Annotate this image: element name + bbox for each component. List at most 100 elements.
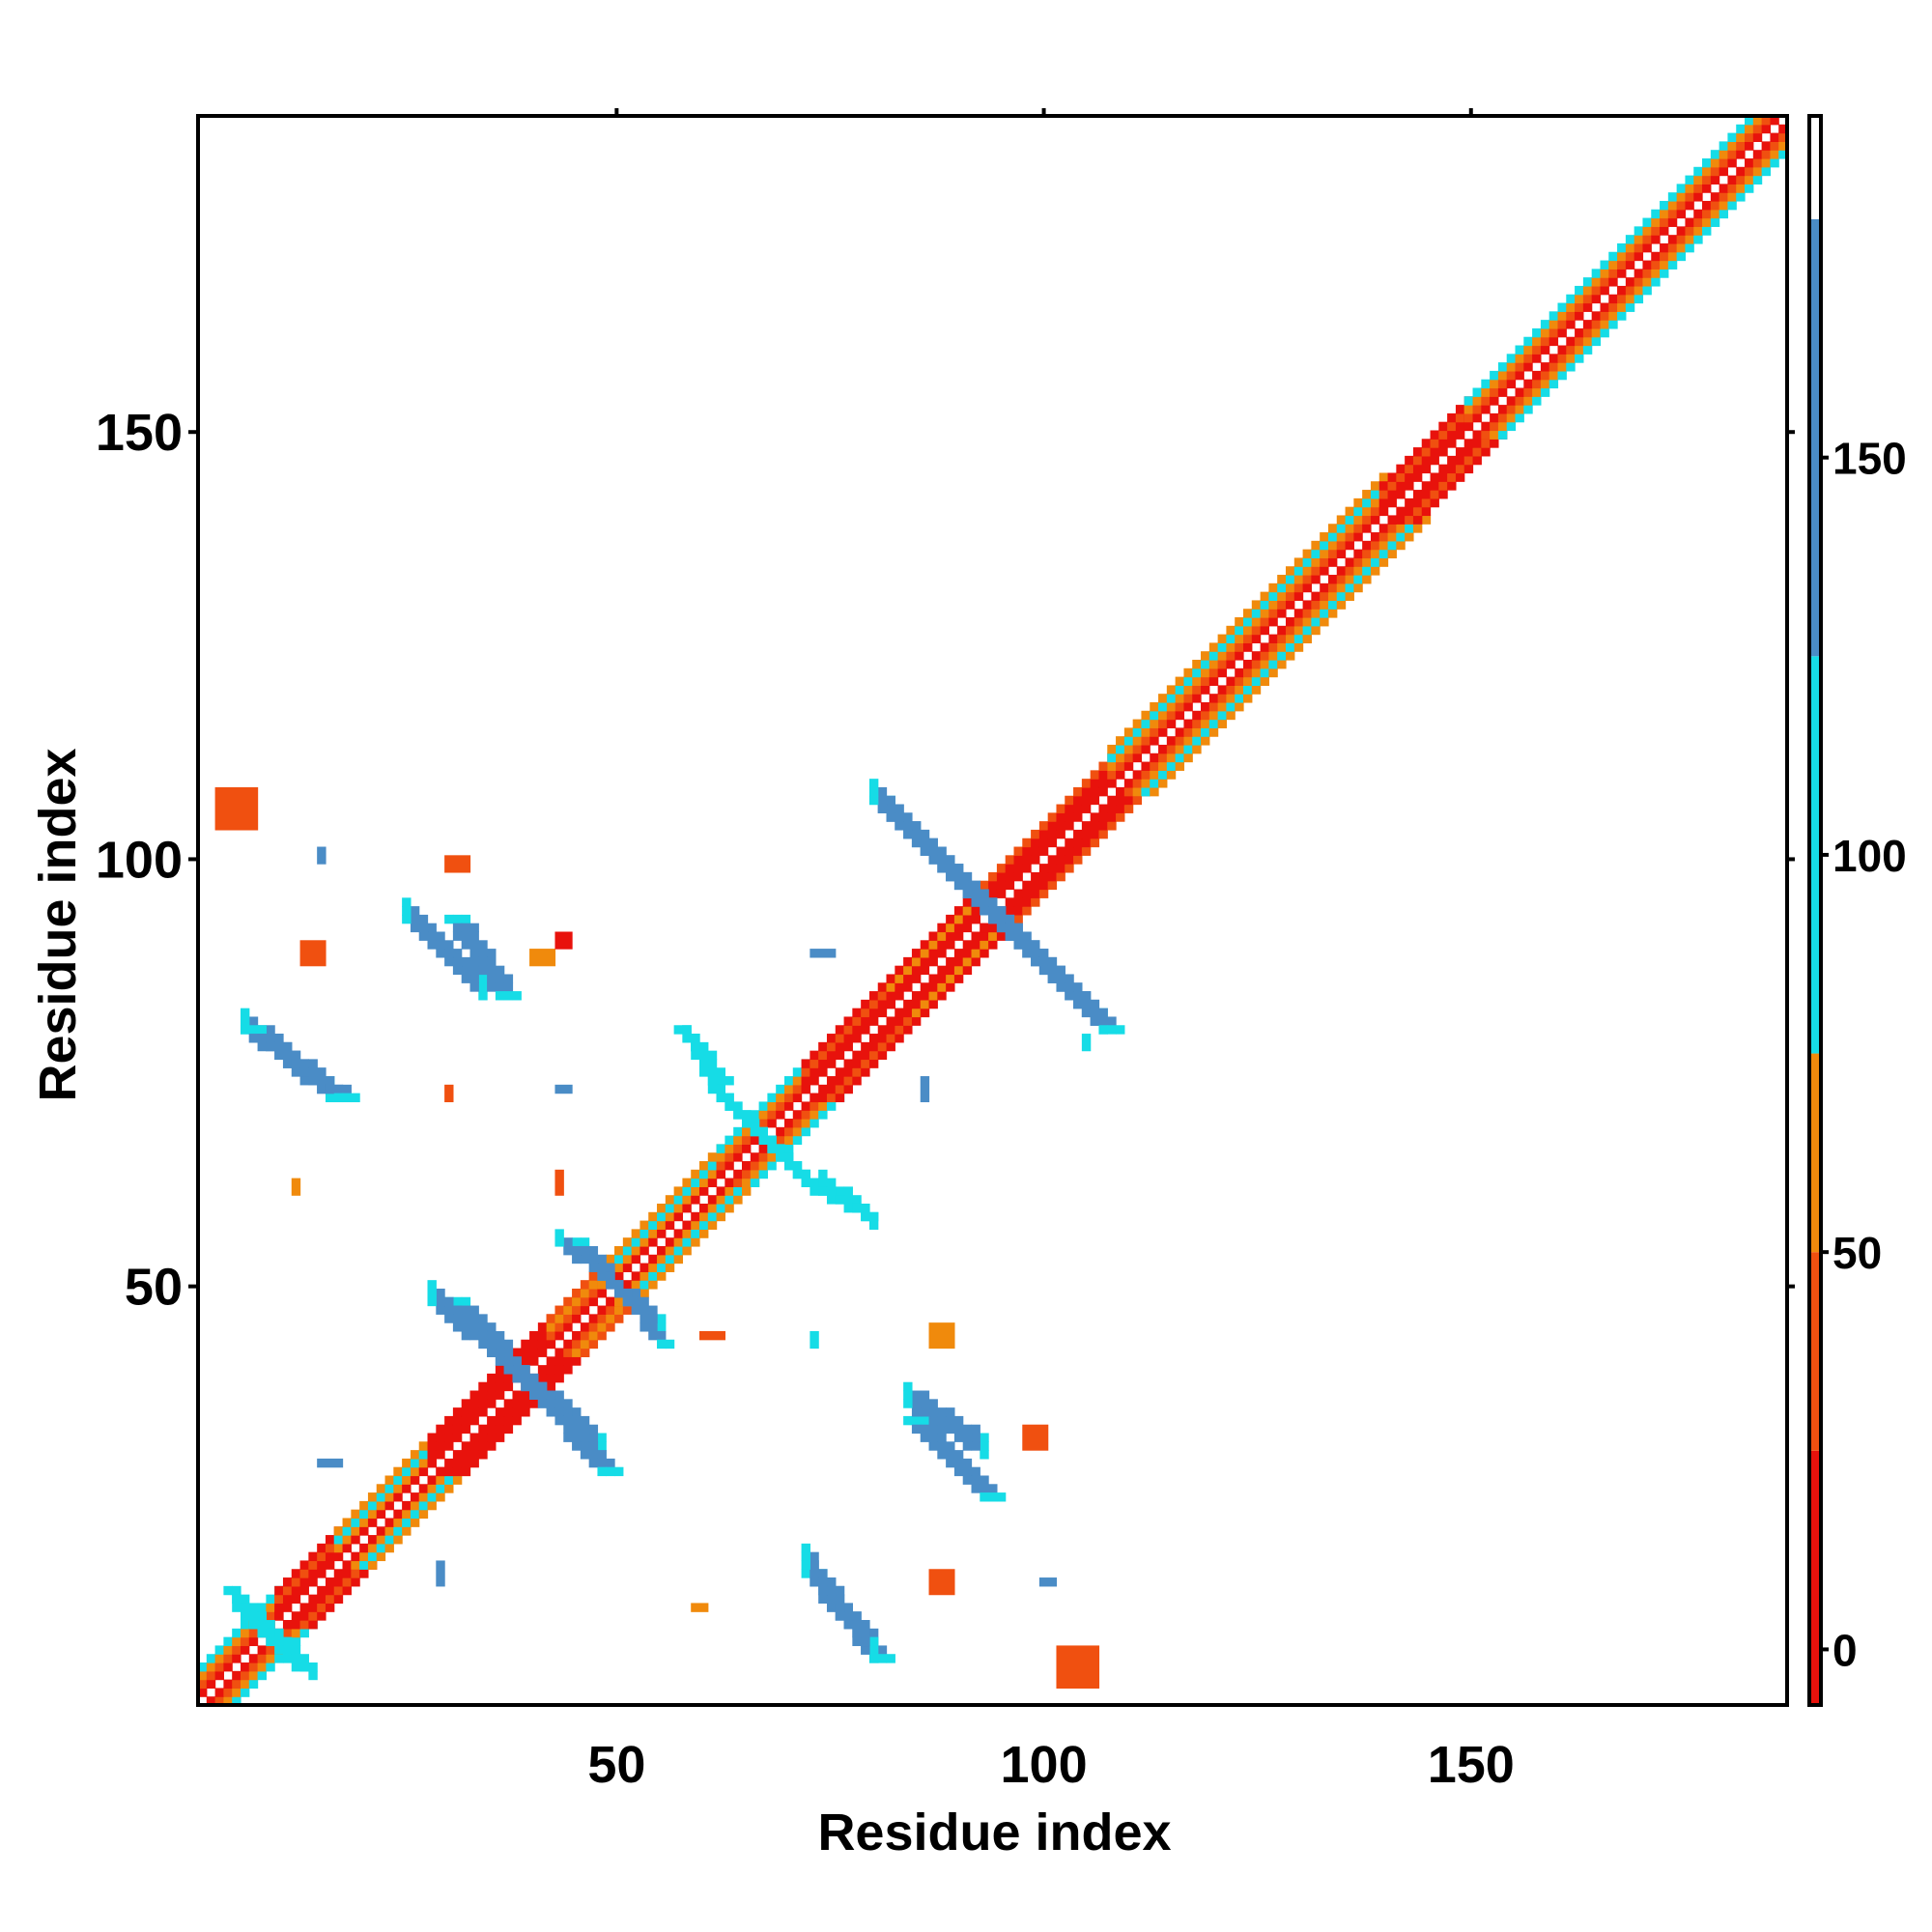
strand-contact-cell: [266, 1620, 275, 1630]
strand-contact-cell: [1005, 931, 1015, 941]
diagonal-cell: [691, 1220, 700, 1230]
diagonal-cell: [452, 1466, 463, 1477]
diagonal-cell: [1345, 532, 1354, 542]
strand-contact-cell: [537, 1399, 548, 1408]
diagonal-cell: [461, 1466, 471, 1477]
strand-contact-cell: [248, 1603, 259, 1612]
diagonal-cell: [1463, 447, 1474, 457]
diagonal-cell: [1582, 327, 1593, 338]
diagonal-cell: [1090, 795, 1100, 806]
diagonal-cell: [487, 1433, 497, 1442]
diagonal-cell: [707, 1220, 718, 1230]
diagonal-cell: [1557, 302, 1567, 312]
strand-contact-cell: [503, 1356, 514, 1366]
diagonal-cell: [1353, 566, 1363, 576]
diagonal-cell: [801, 1126, 810, 1137]
strand-contact-cell: [478, 956, 488, 967]
diagonal-cell: [291, 1569, 301, 1578]
diagonal-cell: [1736, 124, 1746, 134]
strand-contact-cell: [1090, 1016, 1100, 1026]
diagonal-cell: [1208, 668, 1219, 678]
diagonal-cell: [1634, 277, 1644, 287]
diagonal-cell: [1022, 889, 1032, 898]
strand-contact-cell: [606, 1280, 615, 1290]
diagonal-cell: [1132, 770, 1143, 780]
strand-contact-cell: [622, 1296, 633, 1307]
strand-contact-cell: [707, 1076, 718, 1086]
strand-contact-cell: [461, 1322, 471, 1332]
diagonal-cell: [1660, 269, 1669, 278]
diagonal-cell: [946, 914, 955, 924]
strand-contact-cell: [962, 889, 973, 898]
diagonal-cell: [1235, 676, 1244, 686]
diagonal-cell: [631, 1271, 641, 1281]
diagonal-cell: [223, 1688, 233, 1697]
diagonal-cell: [1201, 676, 1210, 686]
diagonal-cell: [877, 982, 888, 992]
diagonal-cell: [393, 1475, 403, 1485]
strand-contact-cell: [495, 965, 505, 976]
strand-contact-cell: [699, 1041, 709, 1052]
strand-contact-cell: [835, 1195, 845, 1205]
diagonal-cell: [1132, 753, 1143, 763]
diagonal-cell: [980, 949, 989, 958]
diagonal-cell: [903, 974, 913, 983]
strand-contact-cell: [521, 1373, 530, 1383]
diagonal-cell: [402, 1466, 412, 1477]
diagonal-cell: [410, 1492, 420, 1502]
diagonal-cell: [1736, 175, 1746, 185]
diagonal-cell: [1336, 600, 1347, 610]
strand-contact-cell: [835, 1611, 845, 1621]
diagonal-cell: [1463, 396, 1474, 406]
strand-contact-cell: [512, 1356, 522, 1366]
diagonal-cell: [1311, 591, 1321, 602]
strand-contact-cell: [1038, 949, 1049, 958]
diagonal-cell: [758, 1152, 768, 1162]
diagonal-cell: [1183, 727, 1193, 737]
diagonal-cell: [478, 1433, 488, 1442]
diagonal-cell: [1370, 481, 1380, 491]
strand-contact-cell: [257, 1041, 267, 1052]
diagonal-cell: [1150, 736, 1159, 746]
diagonal-cell: [1523, 405, 1533, 414]
strand-contact-cell: [469, 1322, 479, 1332]
diagonal-cell: [1617, 294, 1627, 304]
strand-contact-cell: [895, 821, 904, 831]
diagonal-cell: [563, 1314, 573, 1323]
diagonal-cell: [1038, 821, 1049, 831]
strand-contact-cell: [1022, 940, 1032, 950]
diagonal-cell: [1243, 659, 1253, 669]
diagonal-cell: [1166, 753, 1177, 763]
diagonal-cell: [733, 1178, 743, 1187]
strand-contact-cell: [487, 974, 497, 983]
spot-contact-cell: [920, 1076, 930, 1103]
diagonal-cell: [1651, 251, 1661, 262]
diagonal-cell: [1056, 829, 1065, 839]
diagonal-cell: [282, 1628, 293, 1638]
diagonal-cell: [639, 1280, 649, 1290]
diagonal-cell: [1345, 566, 1354, 576]
strand-contact-cell: [402, 897, 412, 907]
strand-contact-cell: [232, 1585, 242, 1596]
diagonal-cell: [1065, 855, 1074, 865]
strand-contact-cell: [1005, 923, 1015, 933]
diagonal-cell: [563, 1365, 573, 1375]
diagonal-cell: [1251, 600, 1262, 610]
strand-contact-cell: [461, 940, 471, 950]
diagonal-cell: [342, 1577, 352, 1587]
diagonal-cell: [843, 1067, 853, 1077]
diagonal-cell: [1575, 354, 1584, 363]
diagonal-cell: [1116, 770, 1125, 780]
diagonal-cell: [980, 931, 989, 941]
diagonal-cell: [588, 1339, 599, 1350]
diagonal-cell: [1251, 659, 1262, 669]
diagonal-cell: [1235, 701, 1244, 712]
diagonal-cell: [495, 1365, 505, 1375]
strand-contact-cell: [937, 1424, 947, 1435]
diagonal-cell: [810, 1067, 819, 1077]
diagonal-cell: [1617, 311, 1627, 321]
diagonal-cell: [835, 1067, 845, 1077]
diagonal-cell: [673, 1211, 684, 1222]
diagonal-cell: [716, 1195, 725, 1205]
diagonal-cell: [1421, 439, 1432, 448]
